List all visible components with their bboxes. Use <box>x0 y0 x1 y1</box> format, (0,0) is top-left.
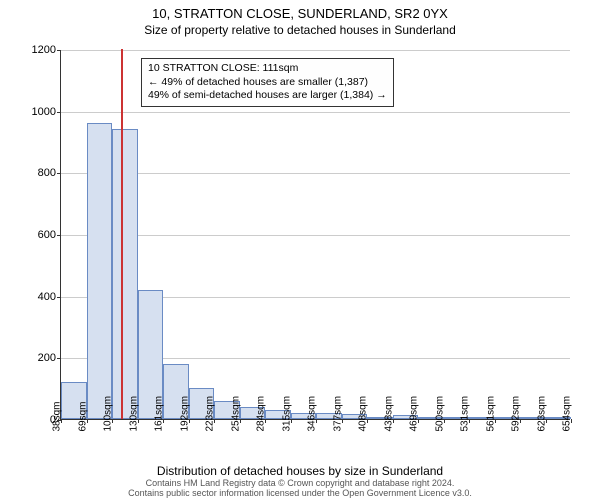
footer-line-1: Contains HM Land Registry data © Crown c… <box>128 478 472 488</box>
x-axis-ticks: 38sqm69sqm100sqm130sqm161sqm192sqm223sqm… <box>60 420 570 470</box>
y-tick-label: 1200 <box>16 44 56 56</box>
y-tick-label: 1000 <box>16 106 56 118</box>
y-tick-label: 200 <box>16 352 56 364</box>
grid-line <box>61 112 570 113</box>
y-tick-mark <box>57 358 61 359</box>
property-marker-line <box>121 49 123 419</box>
y-tick-mark <box>57 50 61 51</box>
x-axis-label: Distribution of detached houses by size … <box>157 464 443 478</box>
grid-line <box>61 50 570 51</box>
info-line-1: 10 STRATTON CLOSE: 111sqm <box>148 62 387 76</box>
y-tick-label: 800 <box>16 167 56 179</box>
y-tick-mark <box>57 235 61 236</box>
histogram-bar <box>112 129 138 419</box>
y-tick-label: 600 <box>16 229 56 241</box>
plot-area: 10 STRATTON CLOSE: 111sqm ← 49% of detac… <box>60 50 570 420</box>
y-tick-label: 400 <box>16 291 56 303</box>
y-tick-mark <box>57 297 61 298</box>
y-tick-mark <box>57 112 61 113</box>
info-line-3: 49% of semi-detached houses are larger (… <box>148 89 387 103</box>
histogram-bar <box>87 123 113 419</box>
chart-subtitle: Size of property relative to detached ho… <box>0 21 600 37</box>
info-line-2: ← 49% of detached houses are smaller (1,… <box>148 76 387 90</box>
y-tick-mark <box>57 173 61 174</box>
info-box: 10 STRATTON CLOSE: 111sqm ← 49% of detac… <box>141 58 394 107</box>
chart-container: 10, STRATTON CLOSE, SUNDERLAND, SR2 0YX … <box>0 0 600 500</box>
y-tick-label: 0 <box>16 414 56 426</box>
chart-title: 10, STRATTON CLOSE, SUNDERLAND, SR2 0YX <box>0 0 600 21</box>
footer: Contains HM Land Registry data © Crown c… <box>128 478 472 498</box>
footer-line-2: Contains public sector information licen… <box>128 488 472 498</box>
y-axis-ticks: 020040060080010001200 <box>0 50 60 420</box>
